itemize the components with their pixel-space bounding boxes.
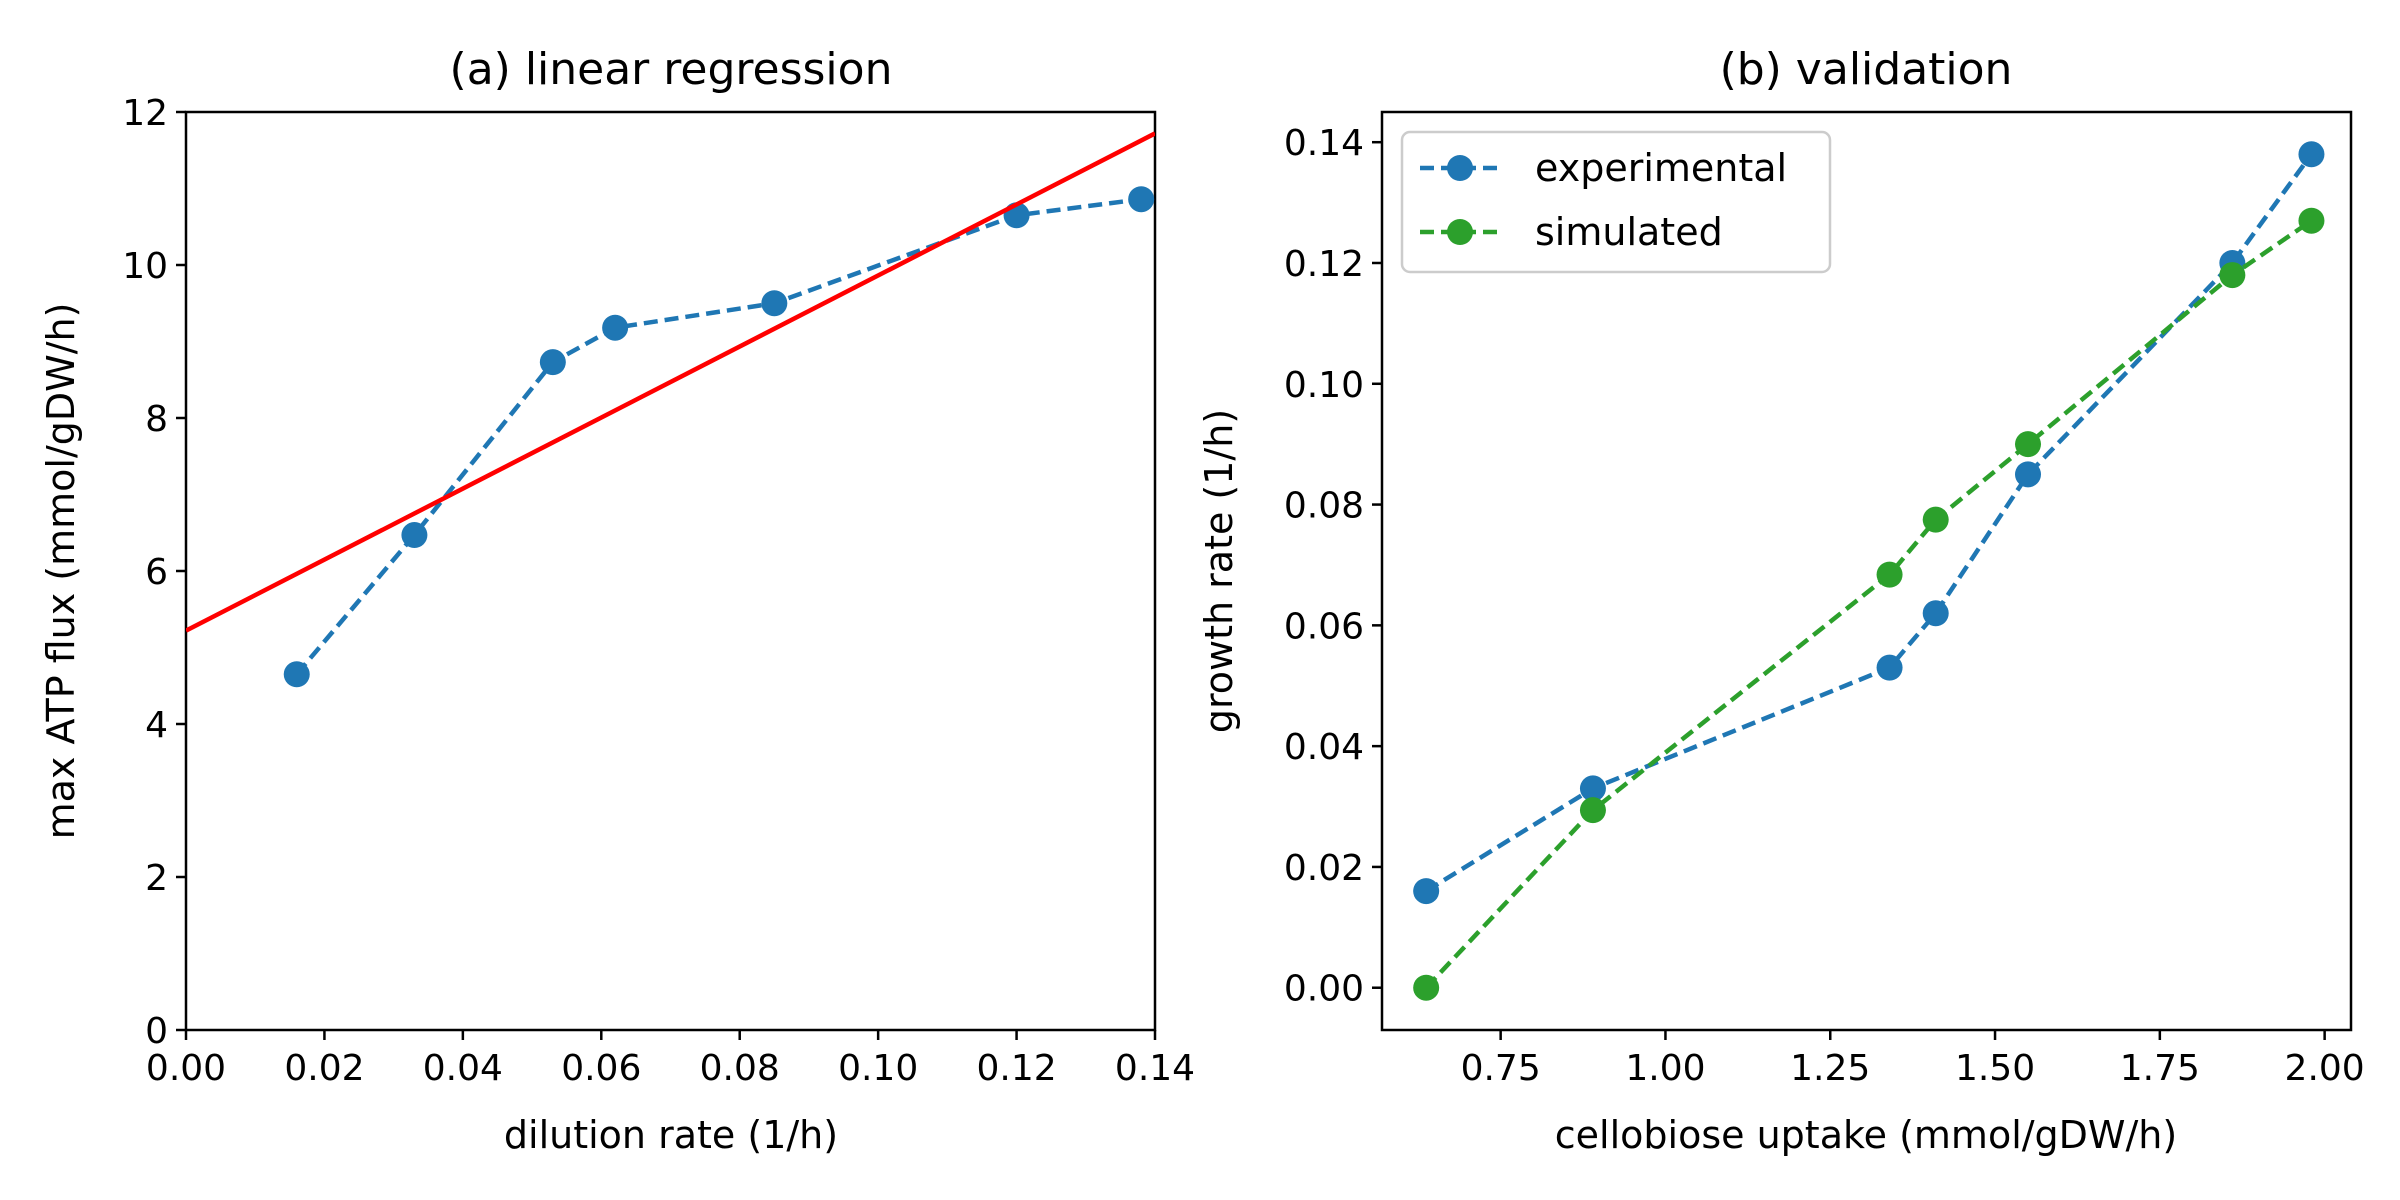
legend-label-experimental: experimental [1535,146,1787,190]
panel-b-x-tick-label: 1.25 [1790,1048,1870,1089]
panel-a-x-tick-label: 0.08 [700,1048,780,1089]
panel-b-ticks: 0.75 1.00 1.25 1.50 1.75 2.00 0.00 0.02 0.04 0.06… [1284,123,2365,1089]
panel-b-experimental-point [2298,141,2325,168]
panel-a-title: (a) linear regression [450,44,893,95]
legend-marker-experimental [1447,155,1473,181]
panel-b-y-tick-label: 0.14 [1284,123,1364,164]
panel-b-simulated-point [2015,431,2041,458]
panel-b-series [1413,141,2325,1001]
panel-b-y-tick-label: 0.10 [1284,365,1364,406]
panel-b-experimental-point [2015,461,2041,488]
panel-b-plot-frame [1380,110,2353,1032]
panel-a-regression-fit-line [186,131,1155,633]
panel-b-experimental-point [1579,775,1606,802]
panel-a-linear-regression: (a) linear regression 0.00 0.02 0.04 0.06 0.… [39,44,1195,1157]
panel-a-data-point [761,290,788,317]
panel-b-experimental-point [1413,878,1440,905]
panel-a-x-tick-label: 0.06 [561,1048,641,1089]
panel-a-x-tick-label: 0.12 [976,1048,1056,1089]
panel-a-data-point [602,314,629,341]
panel-a-data-point [539,349,566,376]
panel-b-x-tick-label: 1.50 [1955,1048,2035,1089]
legend-entry-simulated: simulated [1420,210,1723,254]
panel-a-ticks: 0.00 0.02 0.04 0.06 0.08 0.10 0.12 0.14 0 2 4 6 8 10 1… [122,93,1195,1089]
panel-b-x-axis-label: cellobiose uptake (mmol/gDW/h) [1555,1113,2177,1157]
panel-a-x-tick-label: 0.04 [423,1048,503,1089]
panel-a-y-tick-label: 4 [145,705,168,746]
panel-a-x-tick-label: 0.10 [838,1048,918,1089]
panel-b-x-tick-label: 1.00 [1625,1048,1705,1089]
panel-a-y-tick-label: 8 [145,399,168,440]
panel-b-simulated-point [1413,974,1440,1001]
panel-b-y-tick-label: 0.12 [1284,244,1364,285]
panel-b-y-tick-label: 0.06 [1284,606,1364,647]
panel-b-experimental-point [1876,654,1903,681]
panel-a-y-axis-label: max ATP flux (mmol/gDW/h) [39,303,83,840]
panel-a-data-point [283,661,310,688]
panel-a-x-axis-label: dilution rate (1/h) [504,1113,838,1157]
panel-b-simulated-point [2298,207,2325,234]
panel-b-title: (b) validation [1720,44,2013,95]
panel-a-y-tick-label: 2 [145,858,168,899]
panel-b-y-tick-label: 0.00 [1284,969,1364,1010]
panel-b-legend: experimental simulated [1400,130,1832,274]
panel-a-x-tick-label: 0.14 [1115,1048,1195,1089]
panel-a-series [186,131,1155,688]
panel-b-x-tick-label: 0.75 [1461,1048,1541,1089]
legend-marker-simulated [1447,219,1473,245]
legend-box [1400,130,1832,274]
panel-b-simulated-point [2219,262,2246,289]
panel-a-y-tick-label: 12 [122,93,168,134]
panel-a-x-tick-label: 0.00 [146,1048,226,1089]
panel-b-simulated-point [1922,506,1949,533]
panel-a-y-tick-label: 6 [145,552,168,593]
legend-entry-experimental: experimental [1420,146,1787,190]
panel-b-simulated-point [1876,561,1903,588]
panel-b-x-tick-label: 1.75 [2120,1048,2200,1089]
panel-b-y-tick-label: 0.02 [1284,848,1364,889]
panel-b-simulated-point [1579,797,1606,824]
panel-a-y-tick-label: 10 [122,246,168,287]
panel-b-experimental-point [1922,600,1949,627]
panel-a-y-tick-label: 0 [145,1011,168,1052]
panel-b-y-tick-label: 0.08 [1284,486,1364,527]
legend-label-simulated: simulated [1535,210,1723,254]
panel-b-x-tick-label: 2.00 [2285,1048,2365,1089]
panel-a-data-point [401,522,428,549]
panel-a-x-tick-label: 0.02 [284,1048,364,1089]
panel-b-y-axis-label: growth rate (1/h) [1197,409,1241,733]
panel-a-data-point [1128,186,1155,213]
panel-b-validation: (b) validation 0.75 1.00 1.25 1.50 1.75 2.000… [1197,44,2365,1157]
panel-b-y-tick-label: 0.04 [1284,727,1364,768]
